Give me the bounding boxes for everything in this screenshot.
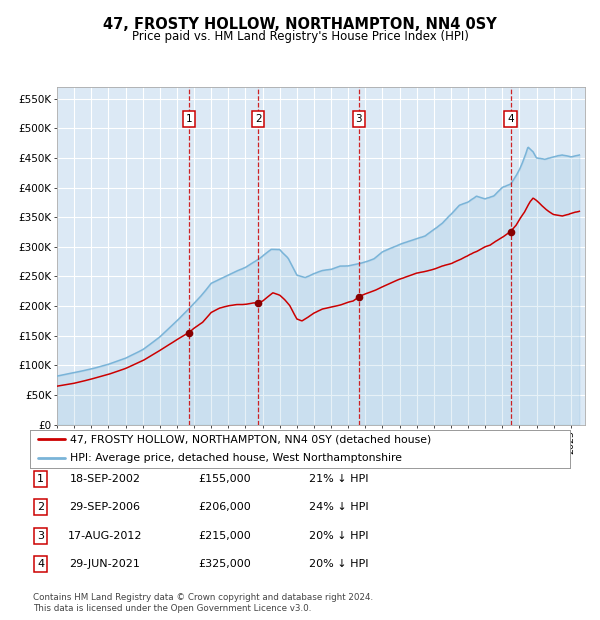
Text: 1: 1 — [186, 114, 193, 124]
Text: 20% ↓ HPI: 20% ↓ HPI — [309, 531, 369, 541]
Text: 3: 3 — [356, 114, 362, 124]
Text: 21% ↓ HPI: 21% ↓ HPI — [309, 474, 369, 484]
Text: 18-SEP-2002: 18-SEP-2002 — [70, 474, 140, 484]
Text: £325,000: £325,000 — [199, 559, 251, 569]
Text: 47, FROSTY HOLLOW, NORTHAMPTON, NN4 0SY (detached house): 47, FROSTY HOLLOW, NORTHAMPTON, NN4 0SY … — [71, 434, 432, 445]
Text: 4: 4 — [508, 114, 514, 124]
Text: £215,000: £215,000 — [199, 531, 251, 541]
Text: £206,000: £206,000 — [199, 502, 251, 512]
Text: 24% ↓ HPI: 24% ↓ HPI — [309, 502, 369, 512]
Text: 29-SEP-2006: 29-SEP-2006 — [70, 502, 140, 512]
Text: 2: 2 — [37, 502, 44, 512]
Text: 1: 1 — [37, 474, 44, 484]
Text: 17-AUG-2012: 17-AUG-2012 — [68, 531, 142, 541]
Text: 20% ↓ HPI: 20% ↓ HPI — [309, 559, 369, 569]
Text: 29-JUN-2021: 29-JUN-2021 — [70, 559, 140, 569]
Text: £155,000: £155,000 — [199, 474, 251, 484]
Text: 2: 2 — [255, 114, 262, 124]
Text: Contains HM Land Registry data © Crown copyright and database right 2024.
This d: Contains HM Land Registry data © Crown c… — [33, 593, 373, 613]
Text: HPI: Average price, detached house, West Northamptonshire: HPI: Average price, detached house, West… — [71, 453, 403, 464]
Text: 4: 4 — [37, 559, 44, 569]
Text: 3: 3 — [37, 531, 44, 541]
Text: 47, FROSTY HOLLOW, NORTHAMPTON, NN4 0SY: 47, FROSTY HOLLOW, NORTHAMPTON, NN4 0SY — [103, 17, 497, 32]
Text: Price paid vs. HM Land Registry's House Price Index (HPI): Price paid vs. HM Land Registry's House … — [131, 30, 469, 43]
